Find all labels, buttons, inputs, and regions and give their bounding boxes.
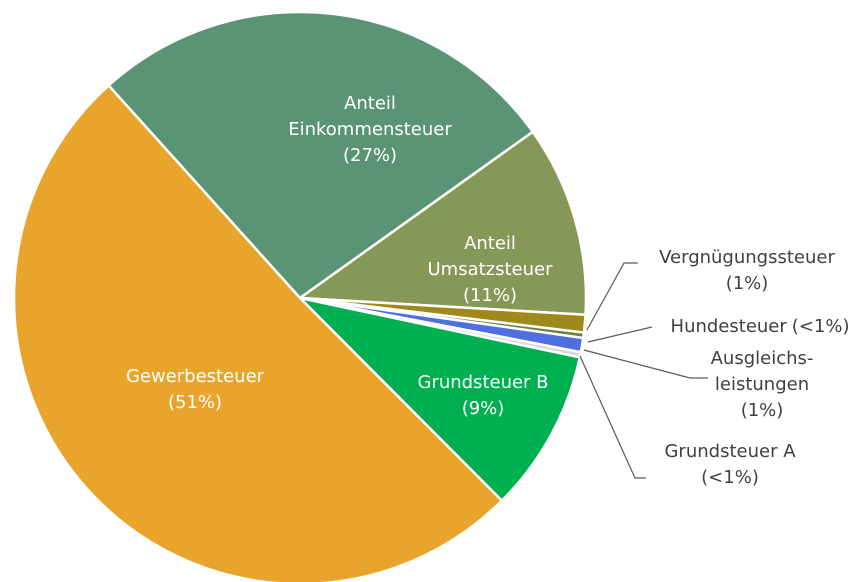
value-label: (27%) xyxy=(342,145,398,166)
category-label: Hundesteuer xyxy=(670,316,787,337)
value-label: (9%) xyxy=(461,398,505,419)
category-label: Grundsteuer A xyxy=(664,441,796,462)
category-label: Gewerbesteuer xyxy=(125,366,265,387)
leader-line xyxy=(587,326,653,343)
value-label: (<1%) xyxy=(701,467,759,488)
category-label: Grundsteuer B xyxy=(417,372,549,393)
category-label: Anteil Einkommensteuer xyxy=(288,93,452,140)
value-label: (1%) xyxy=(740,400,784,421)
value-label: (51%) xyxy=(167,392,223,413)
slice xyxy=(12,83,504,582)
slice-label: Anteil Umsatzsteuer (11%) xyxy=(427,231,552,309)
category-label: Anteil Umsatzsteuer xyxy=(427,233,553,280)
leader-line xyxy=(586,262,638,331)
slice-label: Vergnügungssteuer (1%) xyxy=(659,245,835,297)
category-label: Ausgleichs- leistungen xyxy=(710,348,814,395)
slice-label: Grundsteuer B (9%) xyxy=(417,370,548,422)
leader-line xyxy=(583,349,708,379)
slice-label: Gewerbesteuer (51%) xyxy=(126,364,264,416)
slice-label: Ausgleichs- leistungen (1%) xyxy=(711,346,814,424)
value-label: (<1%) xyxy=(791,316,850,337)
slice xyxy=(296,295,582,503)
slice-label: Grundsteuer A (<1%) xyxy=(664,439,795,491)
slice-label: Hundesteuer (<1%) xyxy=(671,314,850,340)
slice xyxy=(106,10,535,300)
category-label: Vergnügungssteuer xyxy=(659,247,835,268)
value-label: (1%) xyxy=(725,273,769,294)
slice-label: Anteil Einkommensteuer (27%) xyxy=(288,91,452,169)
slice xyxy=(296,130,588,317)
value-label: (11%) xyxy=(462,285,518,306)
leader-line xyxy=(579,355,646,479)
